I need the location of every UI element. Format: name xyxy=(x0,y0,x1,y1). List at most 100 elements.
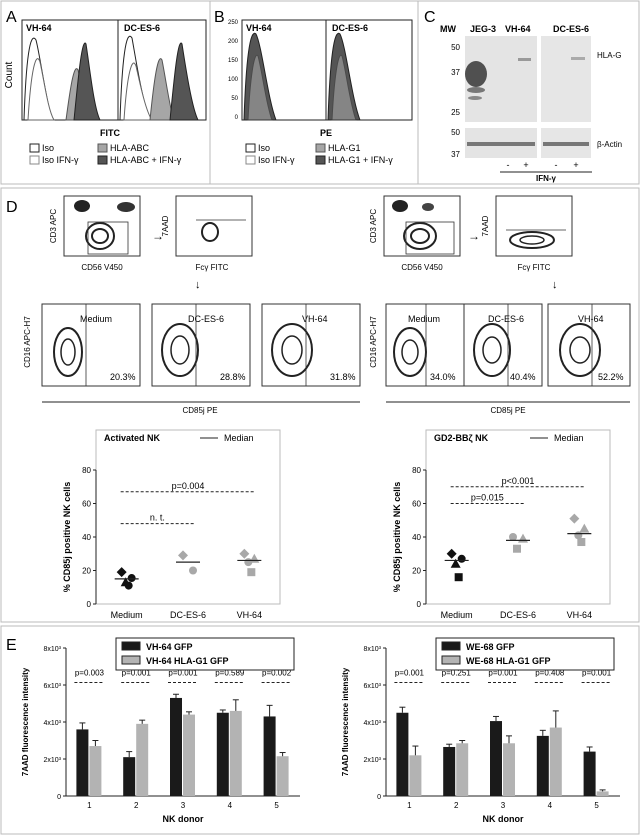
population-nk xyxy=(85,222,115,250)
x-tick-label: 4 xyxy=(228,801,233,810)
data-point-diamond xyxy=(178,550,188,561)
cd85j-pct-dces6: 40.4% xyxy=(510,372,536,382)
data-point-square xyxy=(513,544,521,553)
legend-b-hla-g1-ifn: HLA-G1 + IFN-γ xyxy=(328,155,393,165)
panel-d-letter: D xyxy=(6,199,18,216)
scatter-frame xyxy=(95,429,281,605)
y-axis-label: % CD85j positive NK cells xyxy=(392,482,402,593)
panel-a-letter: A xyxy=(6,9,17,26)
y-tick-label: 6x10³ xyxy=(363,683,381,690)
top-row-frame xyxy=(0,0,640,185)
y-tick-label: 0 xyxy=(57,794,61,801)
cd85j-pct-medium: 34.0% xyxy=(430,372,456,382)
fc-plot-right xyxy=(495,195,573,257)
fc-ylabel: 7AAD xyxy=(161,215,170,236)
panel-c-letter: C xyxy=(424,9,436,26)
x-tick-label: 1 xyxy=(407,801,412,810)
median-legend-label: Median xyxy=(224,433,254,443)
band-label-actin: β-Actin xyxy=(597,140,622,149)
data-point-square xyxy=(247,568,256,577)
data-point-circle xyxy=(189,566,197,575)
legend-b-iso-ifn: Iso IFN-γ xyxy=(258,155,295,165)
bar xyxy=(170,697,182,796)
population-dces6-inner xyxy=(170,335,190,365)
treatment-plus: + xyxy=(523,160,528,170)
fc-plot-left xyxy=(175,195,253,257)
y-tick-label: 2x10³ xyxy=(363,757,381,764)
data-point-circle xyxy=(127,574,136,583)
legend-a-iso-ifn: Iso IFN-γ xyxy=(42,155,79,165)
y-axis-label: % CD85j positive NK cells xyxy=(62,482,72,593)
x-tick-label: 3 xyxy=(181,801,186,810)
data-point-triangle xyxy=(518,533,528,543)
mw-lower-tick: 50 xyxy=(451,128,460,137)
fc-xlabel: Fcγ FITC xyxy=(196,263,229,272)
bar xyxy=(396,712,409,796)
y-tick-label: 4x10³ xyxy=(363,720,381,727)
bar-chart-vh64: 0 2x10³ 4x10³ 6x10³ 8x10³ 7AAD fluorescence i… xyxy=(21,637,300,824)
bar xyxy=(183,714,195,796)
bar xyxy=(549,727,562,796)
hist-b-right-hla-g1 xyxy=(331,54,357,121)
lane-jeg3: JEG-3 xyxy=(470,24,496,34)
x-tick-label: Medium xyxy=(441,610,473,620)
band-dces6-hla-g xyxy=(571,57,585,60)
panel-d-left-cd85j: CD16 APC-H7 Medium DC-ES-6 VH-64 20.3% 2… xyxy=(23,303,361,415)
bar-legend-label: VH-64 HLA-G1 GFP xyxy=(146,656,229,666)
panel-a-xlabel: FITC xyxy=(100,128,120,138)
population-nk xyxy=(403,222,437,250)
cd85j-title-dces6: DC-ES-6 xyxy=(488,314,524,324)
mw-upper-tick: 25 xyxy=(451,108,460,117)
p-value-label: p=0.408 xyxy=(535,668,565,677)
x-tick-label: 5 xyxy=(274,801,279,810)
bar-legend-label: WE-68 GFP xyxy=(466,642,515,652)
gate-ylabel: CD3 APC xyxy=(369,209,378,243)
hist-a-left-hla-ifn xyxy=(73,42,101,121)
bar xyxy=(583,751,596,796)
gate-nk xyxy=(87,221,129,255)
population-medium xyxy=(53,327,83,377)
treatment-minus: - xyxy=(555,160,558,170)
panel-c-mw-label: MW xyxy=(440,24,456,34)
x-tick-label: DC-ES-6 xyxy=(500,610,536,620)
x-tick-label: 1 xyxy=(87,801,92,810)
cd85j-plot-dces6 xyxy=(463,303,543,387)
population-medium xyxy=(393,327,427,377)
cd85j-xlabel: CD85j PE xyxy=(490,406,525,415)
bar xyxy=(409,755,422,796)
band-jeg3-minor xyxy=(467,87,485,93)
panel-b-ytick: 50 xyxy=(231,96,238,102)
population-cd3-cd56 xyxy=(422,203,434,211)
x-tick-label: 2 xyxy=(134,801,139,810)
data-point-diamond xyxy=(569,513,580,524)
panel-b-ytick: 250 xyxy=(228,20,239,26)
scatter-gd2-nk: GD2-BBζ NK Median 0 20 40 60 80 % CD85j positiv… xyxy=(392,429,611,620)
blot-upper-right xyxy=(541,36,591,122)
median-legend-label: Median xyxy=(554,433,584,443)
bar-legend-swatch xyxy=(441,641,461,651)
legend-a-iso-ifn-swatch xyxy=(29,155,40,165)
arrow-right-icon: → xyxy=(152,229,164,243)
y-tick-label: 40 xyxy=(82,533,91,542)
legend-a-hla: HLA-ABC xyxy=(110,143,150,153)
y-tick-label: 8x10³ xyxy=(43,646,61,653)
hist-a-right-hla xyxy=(149,58,175,121)
population-vh64 xyxy=(271,323,313,377)
legend-a-hla-swatch xyxy=(97,143,108,153)
fc-xlabel: Fcγ FITC xyxy=(518,263,551,272)
bar xyxy=(216,712,229,796)
data-point-circle xyxy=(457,554,466,563)
y-axis-label: 7AAD fluorescence intensity xyxy=(21,667,30,776)
data-point-circle xyxy=(509,533,517,541)
band-label-hla-g: HLA-G xyxy=(597,51,621,60)
bar-chart-we68: 0 2x10³ 4x10³ 6x10³ 8x10³ 7AAD fluorescence i… xyxy=(341,637,620,824)
y-tick-label: 40 xyxy=(412,533,421,542)
p-value-label: p=0.001 xyxy=(488,668,518,677)
hist-a-left-iso-ifn xyxy=(27,58,55,121)
fc-ylabel: 7AAD xyxy=(481,215,490,236)
bar-legend-swatch xyxy=(121,641,141,651)
bar-legend-label: VH-64 GFP xyxy=(146,642,193,652)
population-vh64 xyxy=(559,323,601,377)
x-tick-label: 3 xyxy=(501,801,506,810)
